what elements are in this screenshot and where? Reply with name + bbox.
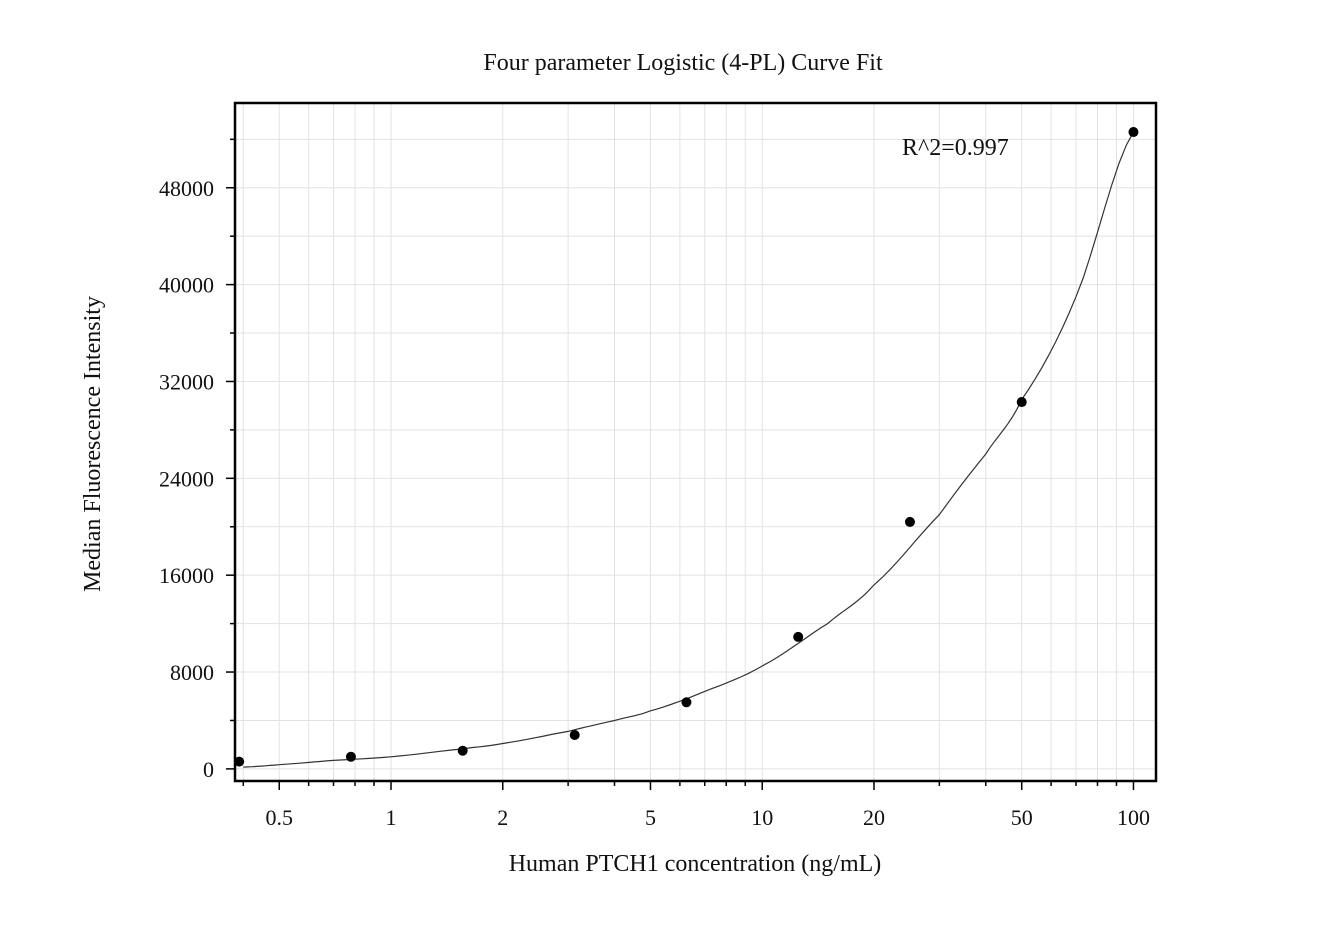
- x-tick-label: 10: [751, 805, 773, 830]
- y-tick-label: 16000: [159, 563, 214, 588]
- data-point: [457, 745, 468, 756]
- tick-labels-layer: 0.5 1 2 5 10 20 50 100 0 8000 16000 24000 32000 40000…: [159, 176, 1150, 830]
- y-tick-label: 32000: [159, 369, 214, 394]
- x-tick-label: 50: [1011, 805, 1033, 830]
- x-tick-label: 0.5: [265, 805, 293, 830]
- data-point: [793, 631, 804, 642]
- ticks-layer: [226, 138, 1135, 790]
- chart-title: Four parameter Logistic (4-PL) Curve Fit: [483, 50, 883, 76]
- data-point: [569, 729, 580, 740]
- x-tick-label: 5: [645, 805, 656, 830]
- plot-frame: [233, 101, 1158, 783]
- y-axis-label: Median Fluorescence Intensity: [80, 296, 106, 592]
- x-tick-label: 2: [497, 805, 508, 830]
- data-point: [904, 516, 915, 527]
- data-points-layer: [234, 127, 1139, 767]
- y-tick-label: 48000: [159, 176, 214, 201]
- y-tick-label: 8000: [170, 660, 214, 685]
- fit-curve: [243, 131, 1135, 768]
- grid-layer: [235, 103, 1156, 781]
- x-tick-label: 20: [863, 805, 885, 830]
- data-point: [1128, 127, 1139, 138]
- data-point: [1016, 397, 1027, 408]
- y-tick-label: 24000: [159, 466, 214, 491]
- x-tick-label: 100: [1117, 805, 1150, 830]
- fit-curve-layer: [243, 131, 1135, 768]
- x-tick-label: 1: [385, 805, 396, 830]
- data-point: [345, 751, 356, 762]
- x-axis-label: Human PTCH1 concentration (ng/mL): [509, 851, 882, 877]
- data-point: [234, 756, 245, 767]
- r-squared-annotation: R^2=0.997: [902, 135, 1009, 161]
- y-tick-label: 0: [203, 757, 214, 782]
- data-point: [681, 697, 692, 708]
- y-tick-label: 40000: [159, 273, 214, 298]
